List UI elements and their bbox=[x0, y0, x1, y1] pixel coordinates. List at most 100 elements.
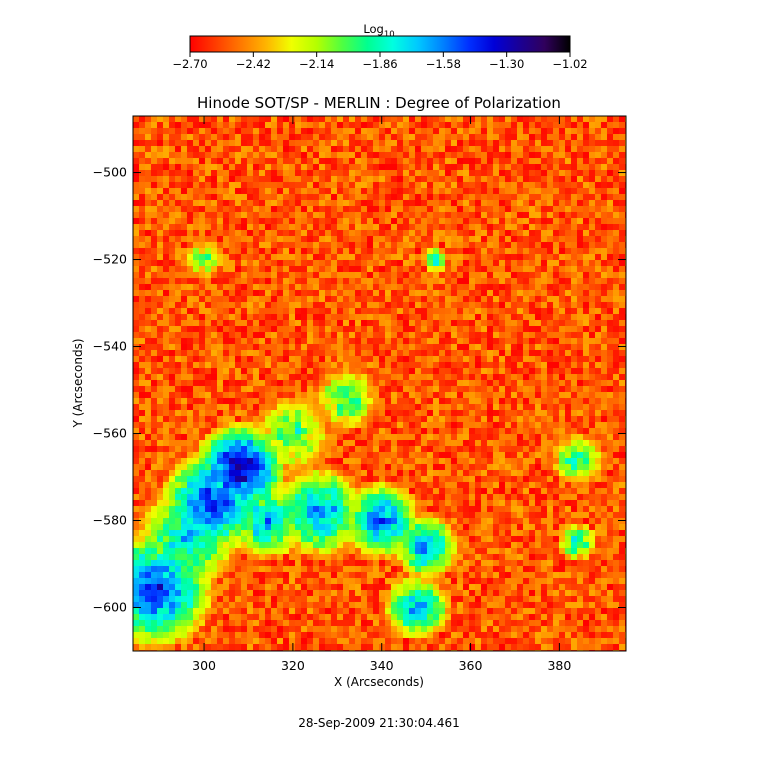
heatmap-cell bbox=[259, 464, 265, 470]
heatmap-cell bbox=[523, 470, 529, 476]
heatmap-cell bbox=[523, 446, 529, 452]
heatmap-cell bbox=[439, 188, 445, 194]
heatmap-cell bbox=[607, 200, 613, 206]
heatmap-cell bbox=[607, 158, 613, 164]
heatmap-cell bbox=[139, 146, 145, 152]
heatmap-cell bbox=[601, 434, 607, 440]
heatmap-cell bbox=[559, 200, 565, 206]
heatmap-cell bbox=[595, 362, 601, 368]
heatmap-cell bbox=[349, 200, 355, 206]
heatmap-cell bbox=[589, 272, 595, 278]
heatmap-cell bbox=[229, 218, 235, 224]
heatmap-cell bbox=[211, 272, 217, 278]
heatmap-cell bbox=[433, 164, 439, 170]
heatmap-cell bbox=[307, 266, 313, 272]
heatmap-cell bbox=[505, 296, 511, 302]
heatmap-cell bbox=[415, 176, 421, 182]
heatmap-cell bbox=[463, 428, 469, 434]
heatmap-cell bbox=[421, 434, 427, 440]
heatmap-cell bbox=[619, 236, 625, 242]
heatmap-cell bbox=[505, 338, 511, 344]
heatmap-cell bbox=[271, 152, 277, 158]
heatmap-cell bbox=[427, 380, 433, 386]
heatmap-cell bbox=[511, 122, 517, 128]
heatmap-cell bbox=[457, 356, 463, 362]
heatmap-cell bbox=[553, 272, 559, 278]
heatmap-cell bbox=[361, 212, 367, 218]
heatmap-cell bbox=[595, 194, 601, 200]
heatmap-cell bbox=[163, 296, 169, 302]
heatmap-cell bbox=[325, 260, 331, 266]
heatmap-cell bbox=[433, 212, 439, 218]
heatmap-cell bbox=[403, 116, 409, 122]
heatmap-cell bbox=[235, 422, 241, 428]
heatmap-cell bbox=[391, 326, 397, 332]
heatmap-cell bbox=[529, 344, 535, 350]
heatmap-cell bbox=[307, 308, 313, 314]
heatmap-cell bbox=[535, 278, 541, 284]
heatmap-cell bbox=[583, 404, 589, 410]
heatmap-cell bbox=[511, 392, 517, 398]
heatmap-cell bbox=[583, 332, 589, 338]
heatmap-cell bbox=[403, 164, 409, 170]
heatmap-cell bbox=[601, 362, 607, 368]
heatmap-cell bbox=[313, 296, 319, 302]
heatmap-cell bbox=[601, 188, 607, 194]
heatmap-cell bbox=[145, 302, 151, 308]
heatmap-cell bbox=[199, 116, 205, 122]
heatmap-cell bbox=[133, 428, 139, 434]
heatmap-cell bbox=[289, 416, 295, 422]
heatmap-cell bbox=[529, 170, 535, 176]
heatmap-cell bbox=[571, 380, 577, 386]
heatmap-cell bbox=[355, 266, 361, 272]
heatmap-cell bbox=[181, 134, 187, 140]
heatmap-cell bbox=[607, 176, 613, 182]
heatmap-cell bbox=[445, 440, 451, 446]
heatmap-cell bbox=[355, 212, 361, 218]
heatmap-cell bbox=[181, 368, 187, 374]
heatmap-cell bbox=[493, 164, 499, 170]
heatmap-cell bbox=[349, 254, 355, 260]
heatmap-cell bbox=[583, 218, 589, 224]
heatmap-cell bbox=[547, 446, 553, 452]
heatmap-cell bbox=[571, 422, 577, 428]
heatmap-cell bbox=[289, 260, 295, 266]
heatmap-cell bbox=[289, 296, 295, 302]
heatmap-cell bbox=[367, 272, 373, 278]
heatmap-cell bbox=[235, 380, 241, 386]
heatmap-cell bbox=[247, 224, 253, 230]
heatmap-cell bbox=[553, 128, 559, 134]
heatmap-cell bbox=[559, 230, 565, 236]
heatmap-cell bbox=[379, 320, 385, 326]
heatmap-cell bbox=[361, 320, 367, 326]
heatmap-cell bbox=[331, 362, 337, 368]
heatmap-cell bbox=[523, 332, 529, 338]
heatmap-cell bbox=[535, 308, 541, 314]
heatmap-cell bbox=[313, 422, 319, 428]
heatmap-cell bbox=[169, 212, 175, 218]
heatmap-cell bbox=[583, 434, 589, 440]
heatmap-cell bbox=[175, 458, 181, 464]
heatmap-cell bbox=[529, 164, 535, 170]
heatmap-cell bbox=[475, 314, 481, 320]
heatmap-cell bbox=[385, 296, 391, 302]
heatmap-cell bbox=[469, 200, 475, 206]
heatmap-cell bbox=[163, 188, 169, 194]
heatmap-cell bbox=[433, 326, 439, 332]
heatmap-cell bbox=[277, 392, 283, 398]
heatmap-cell bbox=[619, 140, 625, 146]
heatmap-cell bbox=[181, 260, 187, 266]
heatmap-cell bbox=[613, 338, 619, 344]
heatmap-cell bbox=[139, 134, 145, 140]
heatmap-cell bbox=[133, 302, 139, 308]
heatmap-cell bbox=[493, 140, 499, 146]
heatmap-cell bbox=[373, 386, 379, 392]
heatmap-cell bbox=[259, 428, 265, 434]
heatmap-cell bbox=[343, 368, 349, 374]
heatmap-cell bbox=[229, 422, 235, 428]
heatmap-cell bbox=[463, 362, 469, 368]
heatmap-cell bbox=[193, 302, 199, 308]
heatmap-cell bbox=[187, 458, 193, 464]
heatmap-cell bbox=[445, 230, 451, 236]
heatmap-cell bbox=[139, 254, 145, 260]
